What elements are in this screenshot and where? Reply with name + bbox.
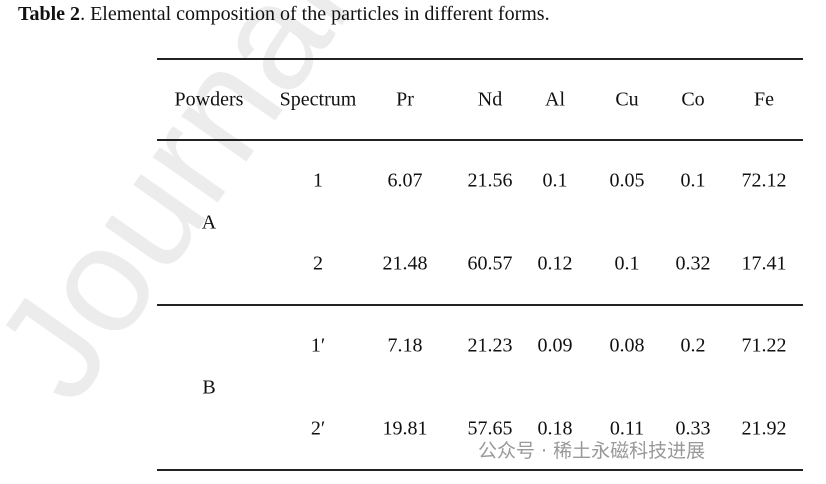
table-cell: 17.41 — [741, 252, 787, 275]
table-cell: 0.1 — [614, 252, 640, 275]
table-cell: 6.07 — [387, 169, 423, 192]
header-cell: Spectrum — [279, 88, 357, 111]
table-cell: 21.48 — [382, 252, 428, 275]
header-cell: Nd — [477, 88, 503, 111]
table-cell: 0.33 — [675, 417, 711, 440]
table-cell: 0.32 — [675, 252, 711, 275]
top-rule — [157, 58, 803, 60]
caption-text: . Elemental composition of the particles… — [80, 3, 550, 25]
source-badge: 公众号 · 稀土永磁科技进展 — [478, 440, 706, 462]
header-cell: Al — [545, 88, 565, 111]
table-cell: 0.05 — [609, 169, 645, 192]
table-cell: 72.12 — [741, 169, 787, 192]
table-cell: 0.1 — [542, 169, 568, 192]
table-cell: 0.09 — [537, 334, 573, 357]
table-cell: 2 — [313, 252, 323, 275]
header-cell: Pr — [396, 88, 414, 111]
table-cell: 0.18 — [537, 417, 573, 440]
header-cell: Powders — [174, 88, 244, 111]
group-rule — [157, 304, 803, 306]
table-cell: 2′ — [310, 417, 326, 440]
table-cell: 71.22 — [741, 334, 787, 357]
table-cell: 21.92 — [741, 417, 787, 440]
table-cell: 0.11 — [609, 417, 645, 440]
header-cell: Fe — [754, 88, 774, 111]
table-cell: 19.81 — [382, 417, 428, 440]
powder-cell: A — [201, 211, 217, 233]
watermark: Journal P — [0, 0, 463, 428]
bottom-rule — [157, 469, 803, 471]
table-caption: Table 2. Elemental composition of the pa… — [18, 3, 550, 26]
table-cell: 60.57 — [467, 252, 513, 275]
table-cell: 7.18 — [387, 334, 423, 357]
table-cell: 0.08 — [609, 334, 645, 357]
powder-cell: B — [202, 376, 216, 398]
table-cell: 0.2 — [680, 334, 706, 357]
header-cell: Cu — [615, 88, 639, 111]
caption-label: Table 2 — [18, 3, 81, 25]
header-rule — [157, 139, 803, 141]
table-cell: 21.23 — [467, 334, 513, 357]
table-cell: 1′ — [310, 334, 326, 357]
header-cell: Co — [681, 88, 705, 111]
table-cell: 0.1 — [680, 169, 706, 192]
table-cell: 1 — [313, 169, 323, 192]
table-cell: 21.56 — [467, 169, 513, 192]
table-cell: 57.65 — [467, 417, 513, 440]
table-cell: 0.12 — [537, 252, 573, 275]
